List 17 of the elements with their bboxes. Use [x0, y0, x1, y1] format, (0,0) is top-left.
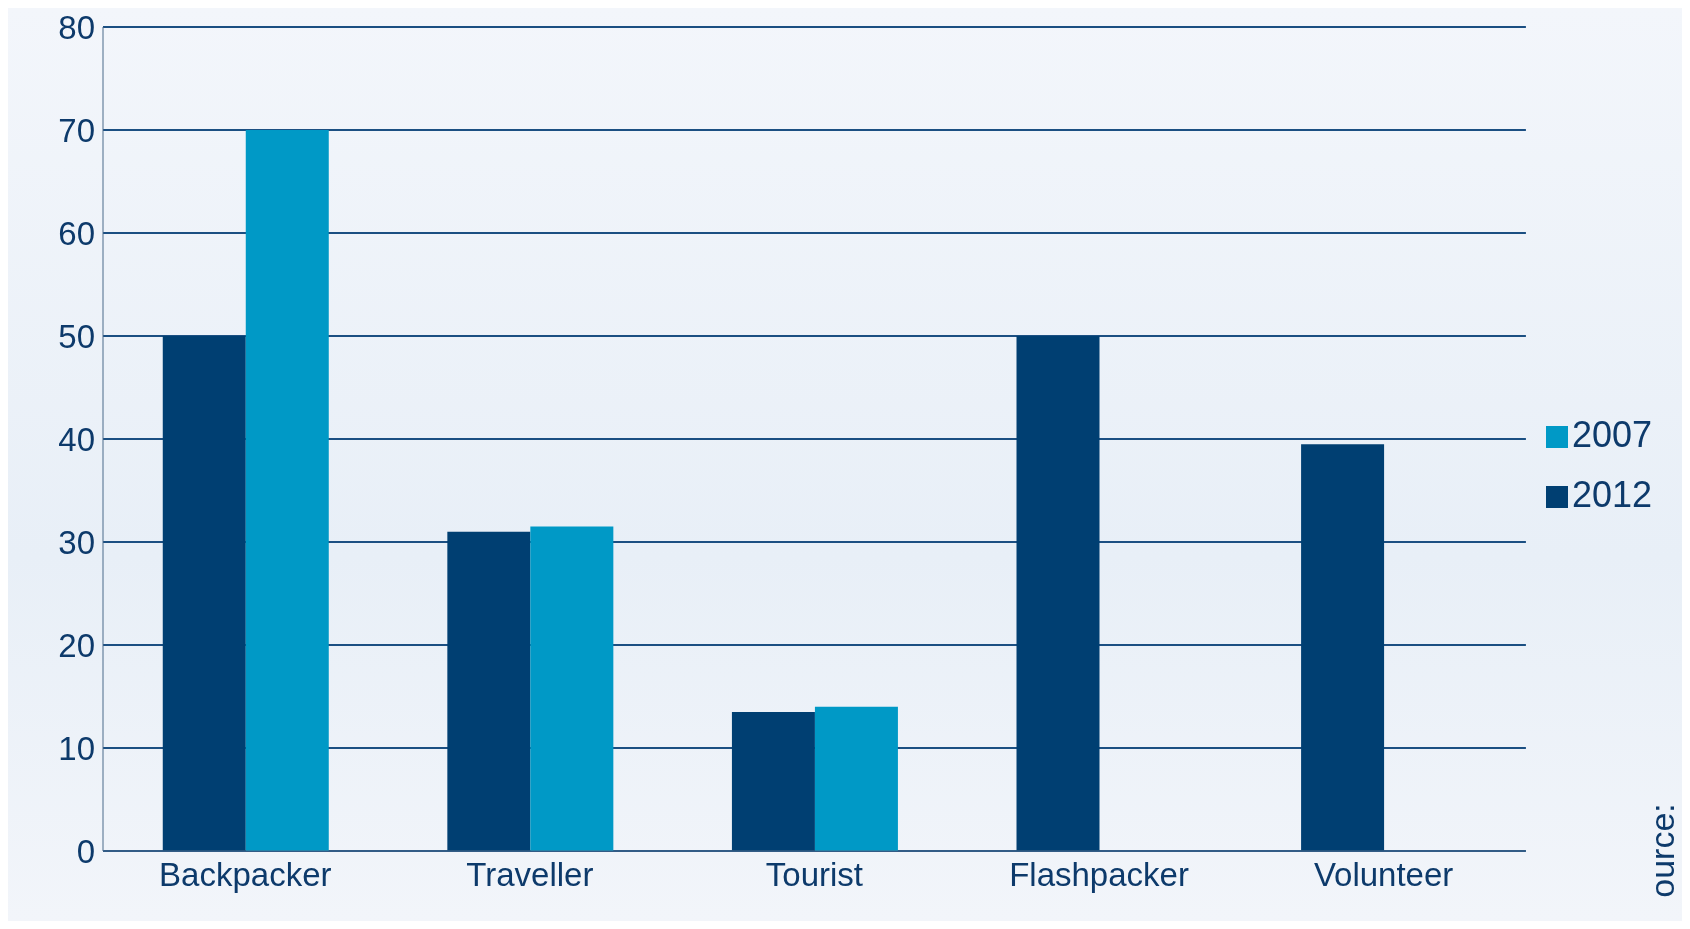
- x-tick-label: Traveller: [466, 856, 594, 894]
- text: ource:: [1642, 802, 1682, 898]
- y-tick-label: 80: [58, 8, 95, 46]
- x-tick-label: Flashpacker: [1009, 856, 1189, 894]
- x-tick-label: Volunteer: [1313, 856, 1454, 894]
- y-tick-label: 70: [58, 111, 95, 149]
- y-tick-label: 0: [76, 832, 95, 870]
- y-tick-label: 40: [58, 420, 95, 458]
- x-tick-label: Backpacker: [159, 856, 332, 894]
- y-tick-label: 20: [58, 626, 95, 664]
- y-tick-label: 50: [58, 317, 95, 355]
- y-tick-label: 60: [58, 214, 95, 252]
- legend-label: 2012: [1571, 473, 1652, 515]
- y-tick-label: 10: [58, 729, 95, 767]
- legend-label: 2007: [1571, 413, 1652, 455]
- y-tick-label: 30: [58, 523, 95, 561]
- x-tick-label: Tourist: [765, 856, 864, 894]
